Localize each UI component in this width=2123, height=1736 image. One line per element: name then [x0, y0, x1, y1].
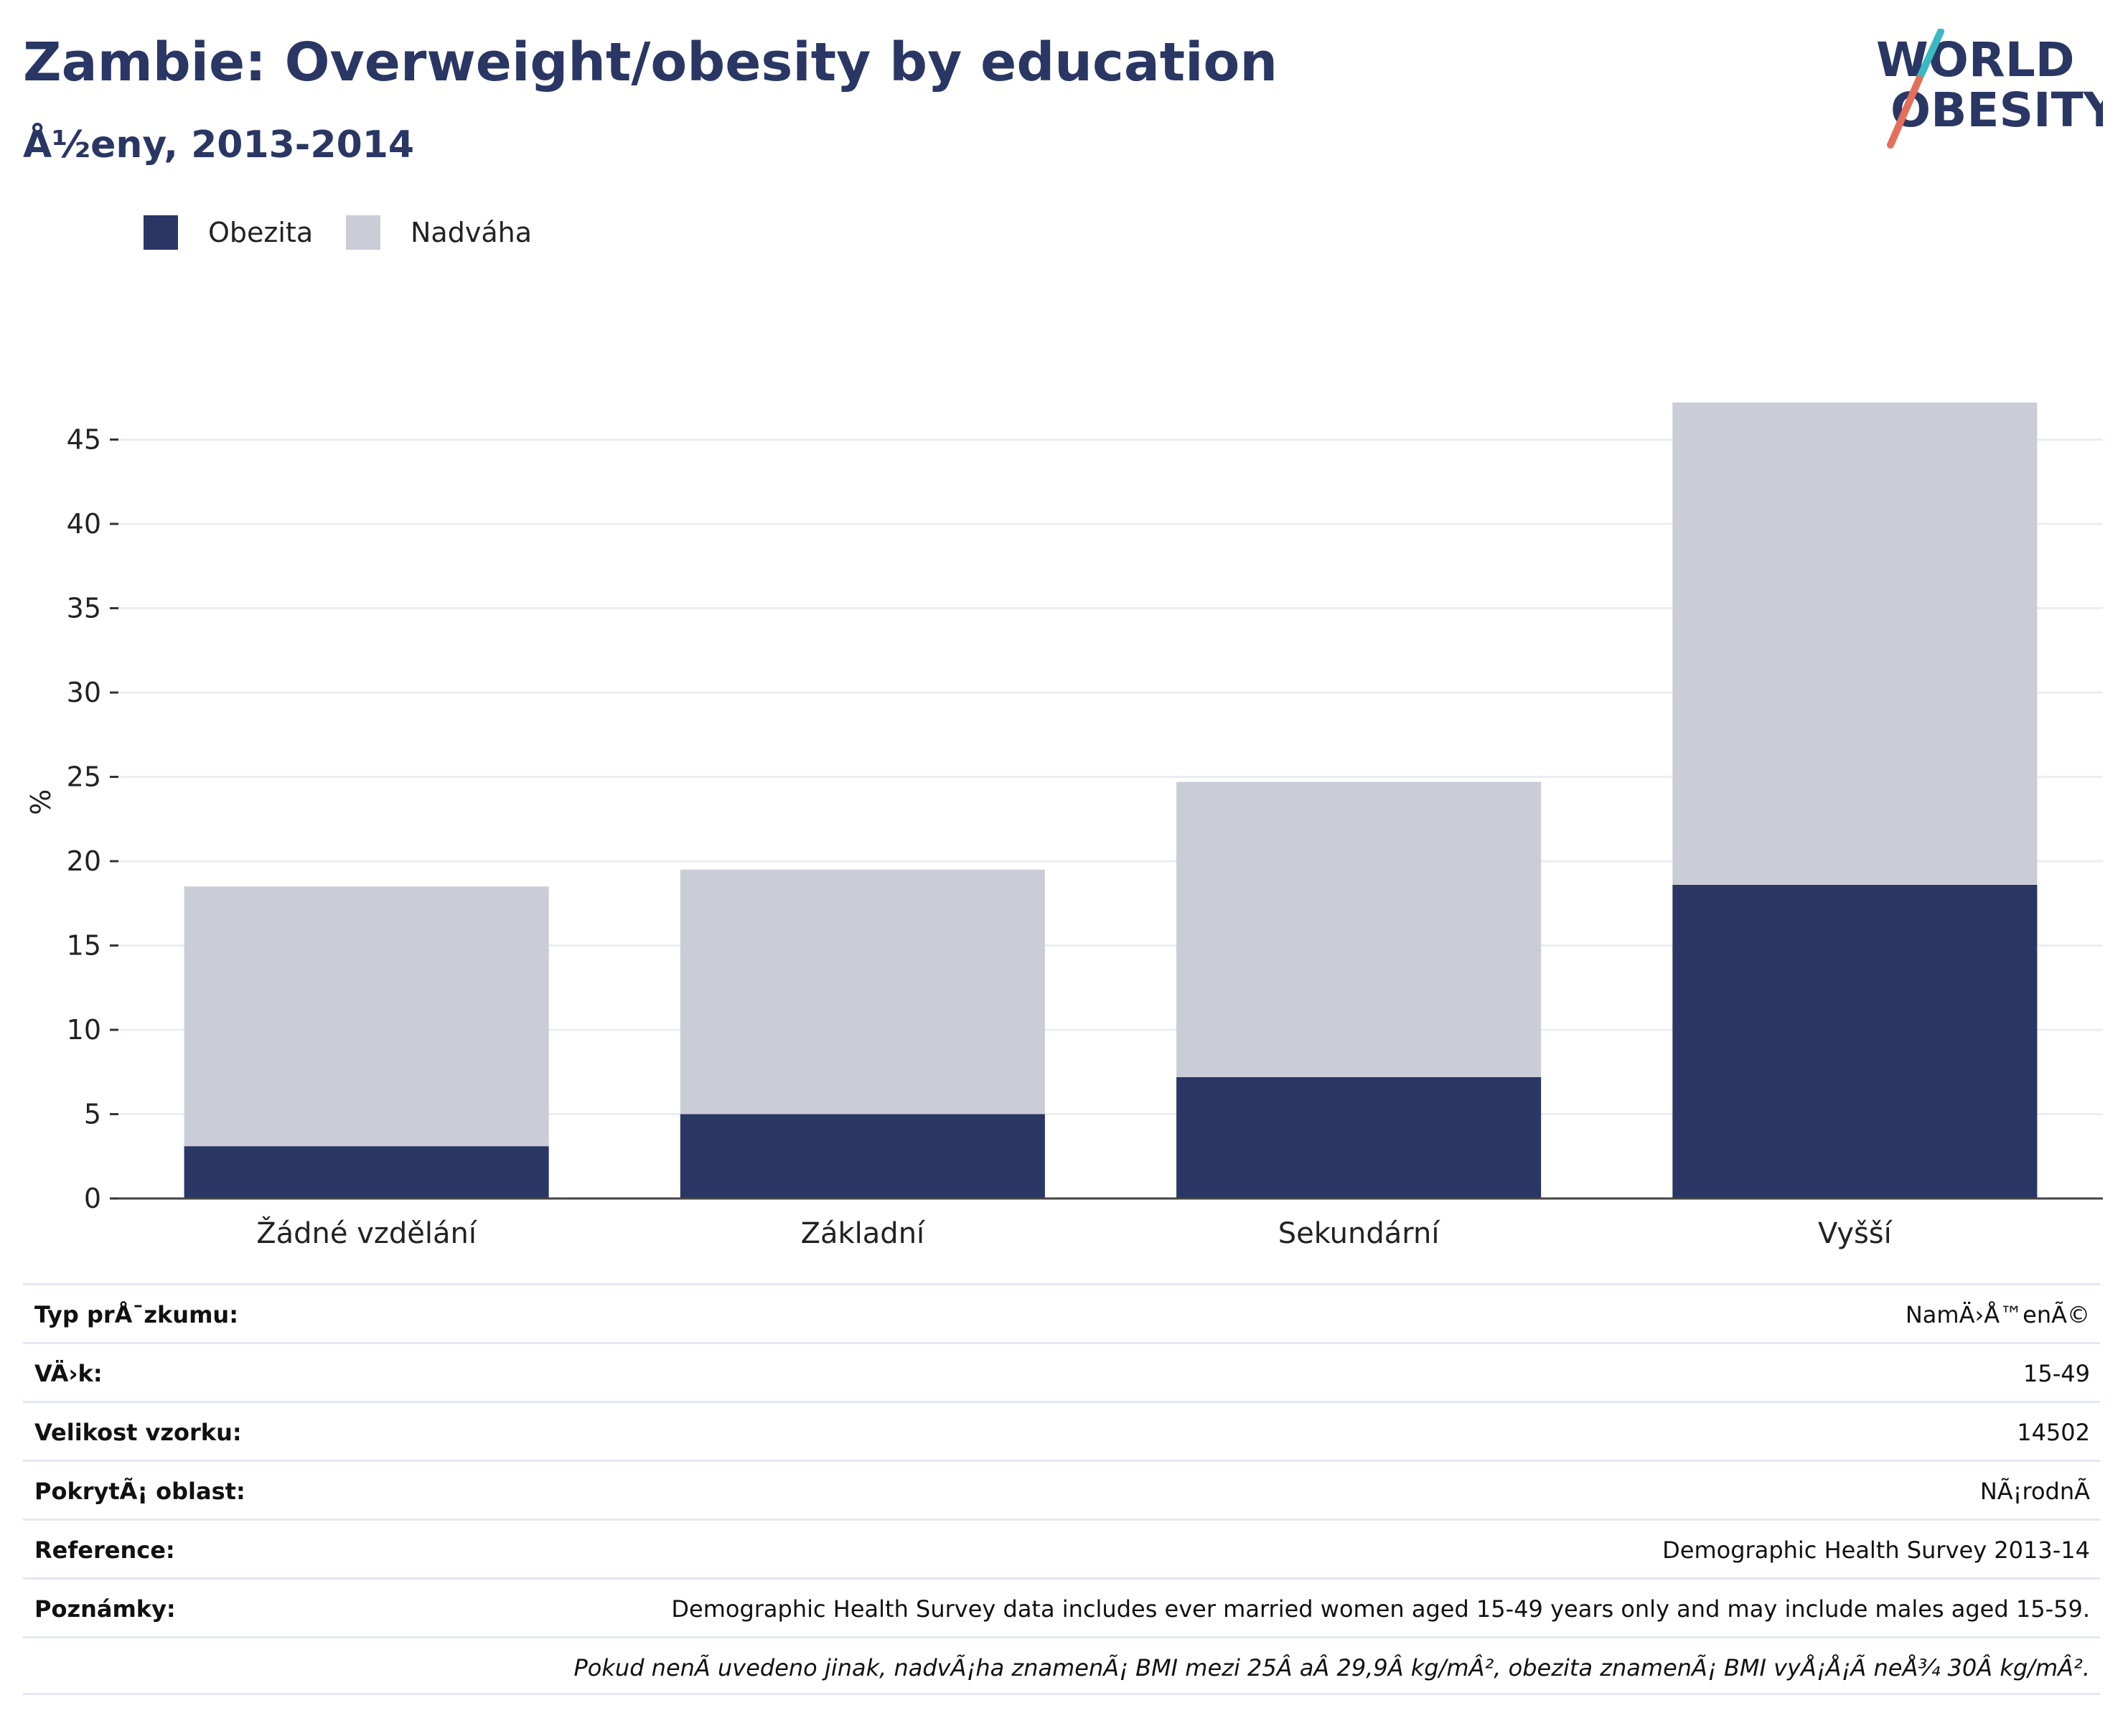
world-obesity-logo: WORLD OBESITY: [1873, 28, 2119, 151]
logo-graphic: WORLD OBESITY: [1876, 28, 2119, 149]
y-tick-label-10: 10: [67, 1014, 101, 1046]
info-label: VÄ›k:: [34, 1360, 103, 1387]
info-value: Demographic Health Survey 2013-14: [1662, 1536, 2090, 1564]
x-tick-label-2: Sekundární: [1278, 1217, 1441, 1250]
legend-label-obesity: Obezita: [208, 217, 314, 248]
legend-swatch-obesity: [144, 215, 178, 250]
info-value: 14502: [2017, 1419, 2090, 1446]
x-tick-label-3: Vyšší: [1818, 1217, 1893, 1250]
y-tick-label-5: 5: [84, 1099, 101, 1130]
bar-obesity-2: [1176, 1076, 1542, 1198]
y-tick-label-40: 40: [67, 508, 101, 540]
bar-overweight-3: [1672, 402, 2038, 885]
y-tick-label-45: 45: [67, 424, 101, 456]
legend-label-overweight: Nadváha: [411, 217, 532, 248]
info-label: Poznámky:: [34, 1595, 176, 1623]
bar-overweight-1: [680, 869, 1045, 1115]
y-tick-label-0: 0: [84, 1183, 101, 1214]
legend-swatch-overweight: [346, 215, 380, 250]
info-value: Pokud nenÃ uvedeno jinak, nadvÃ¡ha zname…: [573, 1654, 2091, 1681]
x-tick-label-0: Žádné vzdělání: [256, 1216, 478, 1250]
info-value: 15-49: [2023, 1360, 2090, 1387]
bar-obesity-1: [680, 1114, 1045, 1198]
chart-subtitle: Å½eny, 2013-2014: [23, 123, 415, 166]
logo-word-1: WORLD: [1876, 32, 2075, 88]
info-label: PokrytÃ¡ oblast:: [34, 1478, 245, 1505]
info-row: Velikost vzorku: 14502: [23, 1401, 2100, 1460]
info-row: Poznámky: Demographic Health Survey data …: [23, 1577, 2100, 1636]
bar-overweight-0: [184, 886, 549, 1147]
info-row: Reference: Demographic Health Survey 2013…: [23, 1519, 2100, 1577]
y-tick-label-20: 20: [67, 845, 101, 877]
info-row: Typ prÅ¯zkumu: NamÄ›Å™enÃ©: [23, 1283, 2100, 1342]
y-tick-label-25: 25: [67, 761, 101, 793]
logo-slash-coral: [1887, 75, 1923, 149]
bar-obesity-0: [184, 1146, 549, 1198]
y-tick-label-30: 30: [67, 677, 101, 708]
info-row: VÄ›k: 15-49: [23, 1342, 2100, 1401]
info-value: NÃ¡rodnÃ: [1979, 1478, 2090, 1505]
logo-slash-teal: [1916, 28, 1944, 83]
info-row: Pokud nenÃ uvedeno jinak, nadvÃ¡ha zname…: [23, 1636, 2100, 1695]
logo-word-2: OBESITY: [1890, 83, 2103, 138]
y-tick-label-15: 15: [67, 930, 101, 962]
info-value: NamÄ›Å™enÃ©: [1905, 1301, 2090, 1328]
y-axis-label: %: [25, 789, 57, 815]
y-tick-label-35: 35: [67, 593, 101, 624]
bar-obesity-3: [1672, 884, 2038, 1198]
info-value: Demographic Health Survey data includes …: [671, 1595, 2090, 1623]
info-label: Velikost vzorku:: [34, 1419, 242, 1446]
info-row: PokrytÃ¡ oblast: NÃ¡rodnÃ: [23, 1460, 2100, 1519]
stacked-bar-chart: 0 5 10 15 20 25 30 35 40 45% Žádné vzdělání Základn…: [25, 402, 2103, 1250]
info-label: Typ prÅ¯zkumu:: [34, 1301, 238, 1328]
x-tick-label-1: Základní: [801, 1217, 926, 1250]
survey-info-table: Typ prÅ¯zkumu: NamÄ›Å™enÃ© VÄ›k: 15-49 Velik…: [23, 1283, 2100, 1695]
info-label: Reference:: [34, 1536, 175, 1564]
chart-title: Zambie: Overweight/obesity by education: [23, 32, 1278, 93]
bar-overweight-2: [1176, 782, 1542, 1077]
